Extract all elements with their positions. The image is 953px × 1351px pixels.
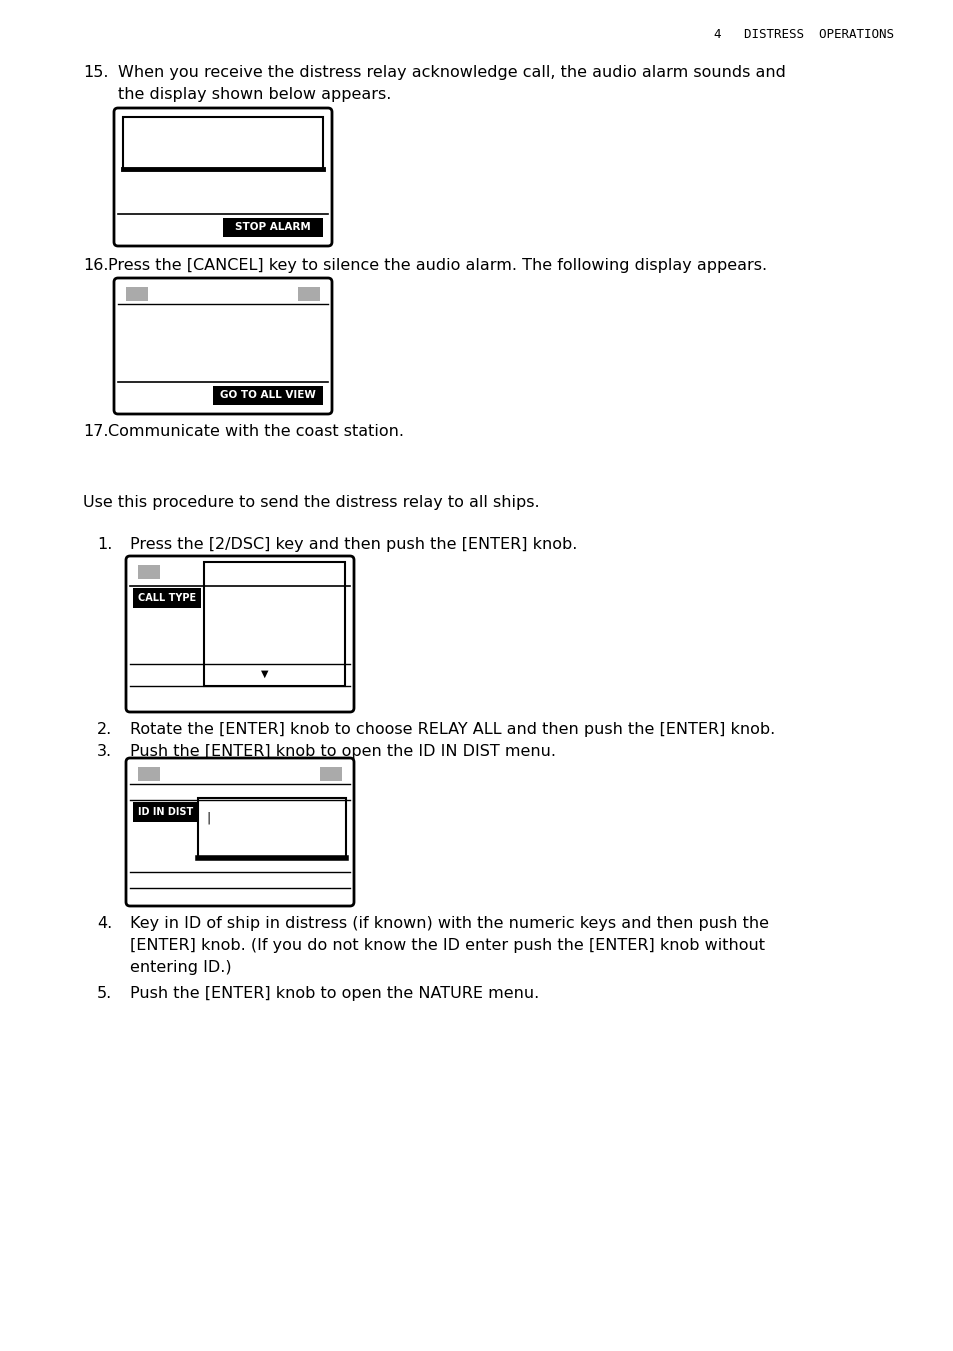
FancyBboxPatch shape	[113, 108, 332, 246]
Text: 2.: 2.	[97, 721, 112, 738]
Text: ID IN DIST: ID IN DIST	[138, 807, 193, 817]
Bar	[123, 118, 323, 169]
Text: ▼: ▼	[260, 669, 268, 680]
Text: GO TO ALL VIEW: GO TO ALL VIEW	[220, 390, 315, 400]
Text: Push the [ENTER] knob to open the NATURE menu.: Push the [ENTER] knob to open the NATURE…	[130, 986, 538, 1001]
Text: 4   DISTRESS  OPERATIONS: 4 DISTRESS OPERATIONS	[713, 28, 893, 41]
Text: [ENTER] knob. (If you do not know the ID enter push the [ENTER] knob without: [ENTER] knob. (If you do not know the ID…	[130, 938, 764, 952]
Text: Rotate the [ENTER] knob to choose RELAY ALL and then push the [ENTER] knob.: Rotate the [ENTER] knob to choose RELAY …	[130, 721, 775, 738]
FancyBboxPatch shape	[126, 557, 354, 712]
Bar	[132, 802, 198, 821]
Text: Press the [CANCEL] key to silence the audio alarm. The following display appears: Press the [CANCEL] key to silence the au…	[108, 258, 766, 273]
Bar	[297, 286, 319, 301]
Bar	[319, 767, 341, 781]
Bar	[138, 767, 160, 781]
Bar	[204, 562, 345, 686]
Bar	[198, 798, 346, 858]
Text: 15.: 15.	[83, 65, 109, 80]
Bar	[126, 286, 148, 301]
Text: |: |	[206, 812, 210, 824]
Text: Key in ID of ship in distress (if known) with the numeric keys and then push the: Key in ID of ship in distress (if known)…	[130, 916, 768, 931]
Bar	[214, 562, 299, 584]
Text: When you receive the distress relay acknowledge call, the audio alarm sounds and: When you receive the distress relay ackn…	[118, 65, 785, 80]
Text: STOP ALARM: STOP ALARM	[234, 223, 311, 232]
FancyBboxPatch shape	[113, 278, 332, 413]
Text: Push the [ENTER] knob to open the ID IN DIST menu.: Push the [ENTER] knob to open the ID IN …	[130, 744, 556, 759]
Text: the display shown below appears.: the display shown below appears.	[118, 86, 391, 101]
Text: 5.: 5.	[97, 986, 112, 1001]
Text: 4.: 4.	[97, 916, 112, 931]
Text: INDIVIDUAL: INDIVIDUAL	[223, 567, 292, 578]
Text: CALL TYPE: CALL TYPE	[138, 593, 196, 603]
Text: 3.: 3.	[97, 744, 112, 759]
Text: 16.: 16.	[83, 258, 109, 273]
Bar	[223, 218, 323, 236]
Text: Press the [2/DSC] key and then push the [ENTER] knob.: Press the [2/DSC] key and then push the …	[130, 536, 577, 553]
Text: 1.: 1.	[97, 536, 112, 553]
Bar	[138, 565, 160, 580]
Text: Communicate with the coast station.: Communicate with the coast station.	[108, 424, 403, 439]
FancyBboxPatch shape	[126, 758, 354, 907]
Text: 17.: 17.	[83, 424, 109, 439]
Text: Use this procedure to send the distress relay to all ships.: Use this procedure to send the distress …	[83, 494, 539, 509]
Bar	[132, 588, 201, 608]
Bar	[319, 565, 341, 580]
Text: entering ID.): entering ID.)	[130, 961, 232, 975]
Bar	[213, 386, 323, 405]
